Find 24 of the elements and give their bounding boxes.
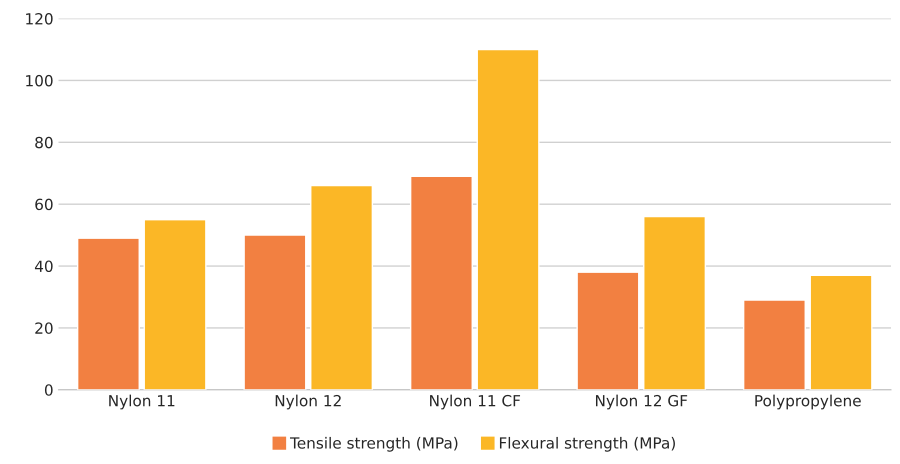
- legend-label: Tensile strength (MPa): [290, 436, 458, 452]
- bar: [410, 176, 473, 390]
- y-tick-label: 20: [35, 322, 53, 334]
- y-tick-label: 60: [35, 198, 53, 210]
- y-tick-label: 120: [26, 13, 53, 25]
- bar: [742, 299, 806, 390]
- y-tick-label: 80: [35, 136, 53, 148]
- y-tick-label: 0: [44, 384, 53, 396]
- bar: [476, 48, 540, 390]
- bar: [810, 274, 873, 390]
- x-tick-label: Nylon 12 GF: [596, 394, 688, 410]
- bar: [76, 237, 140, 390]
- bar: [310, 184, 374, 390]
- legend-label: Flexural strength (MPa): [500, 436, 675, 452]
- x-tick-label: Nylon 11 CF: [430, 394, 520, 410]
- bar: [144, 218, 207, 390]
- x-tick-label: Nylon 12: [276, 394, 341, 410]
- y-tick-label: 40: [34, 260, 53, 272]
- bar: [576, 272, 640, 390]
- y-tick-label: 100: [26, 74, 53, 86]
- bar: [243, 234, 306, 390]
- bar: [643, 216, 706, 390]
- x-tick-label: Nylon 11: [109, 394, 174, 410]
- x-tick-label: Polypropylene: [755, 394, 861, 410]
